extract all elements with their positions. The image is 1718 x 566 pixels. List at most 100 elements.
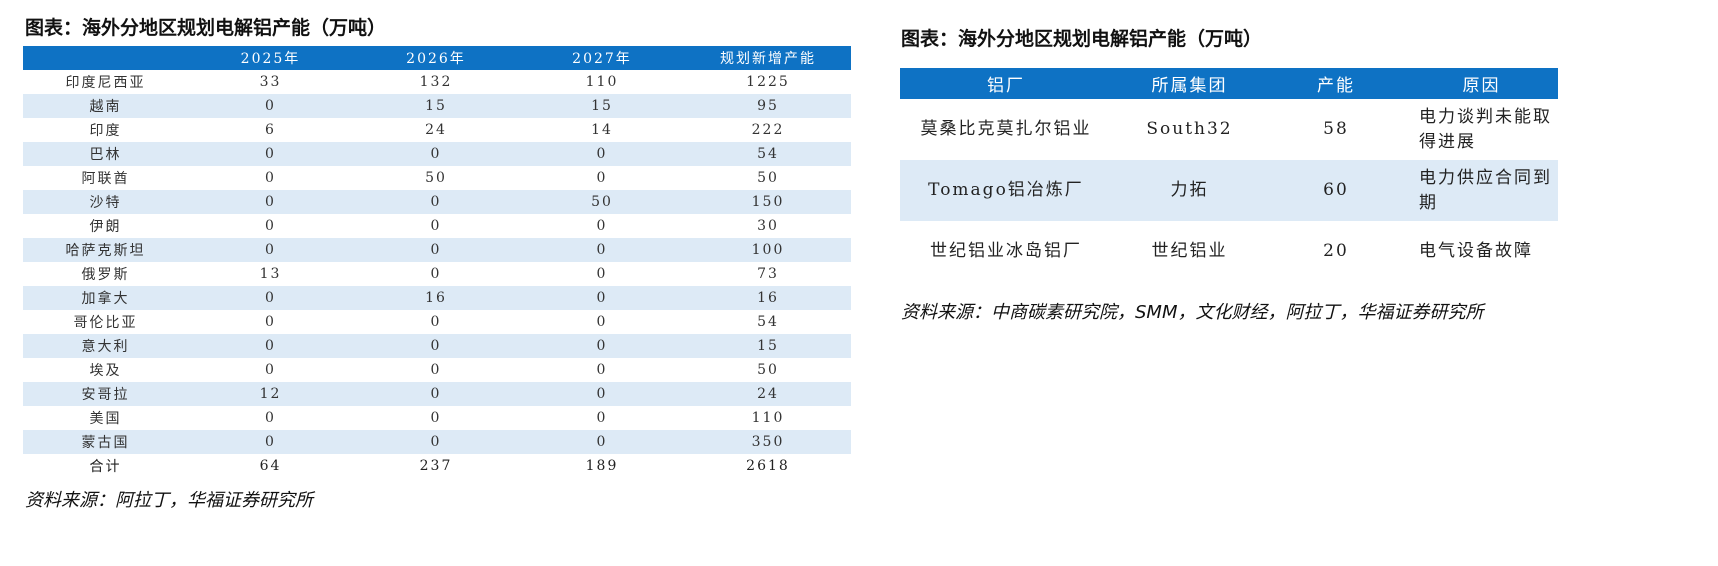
value-2027-cell: 50 [519,190,685,214]
region-cell: 俄罗斯 [23,262,188,286]
value-2025-cell: 0 [188,310,353,334]
planned-new-capacity-cell: 54 [685,142,851,166]
planned-new-capacity-cell: 54 [685,310,851,334]
total-planned-new-capacity-cell: 2618 [685,454,851,478]
column-header-planned-new-capacity: 规划新增产能 [685,46,851,70]
value-2026-cell: 24 [353,118,519,142]
region-cell: 埃及 [23,358,188,382]
region-cell: 哈萨克斯坦 [23,238,188,262]
group-cell: 世纪铝业 [1112,221,1267,282]
region-cell: 印度 [23,118,188,142]
planned-new-capacity-cell: 150 [685,190,851,214]
value-2026-cell: 50 [353,166,519,190]
capacity-cell: 60 [1267,160,1405,221]
value-2025-cell: 0 [188,358,353,382]
capacity-cell: 20 [1267,221,1405,282]
table-row: 阿联酋 0 50 0 50 [23,166,851,190]
region-cell: 美国 [23,406,188,430]
planned-new-capacity-cell: 95 [685,94,851,118]
value-2027-cell: 0 [519,310,685,334]
region-cell: 巴林 [23,142,188,166]
column-header-2025: 2025年 [188,46,353,70]
value-2026-cell: 0 [353,190,519,214]
table-row: 蒙古国 0 0 0 350 [23,430,851,454]
planned-new-capacity-cell: 1225 [685,70,851,94]
group-cell: 力拓 [1112,160,1267,221]
value-2027-cell: 0 [519,406,685,430]
planned-new-capacity-cell: 30 [685,214,851,238]
region-cell: 蒙古国 [23,430,188,454]
table-row: 莫桑比克莫扎尔铝业 South32 58 电力谈判未能取得进展 [900,99,1558,160]
value-2027-cell: 14 [519,118,685,142]
region-cell: 加拿大 [23,286,188,310]
region-cell: 意大利 [23,334,188,358]
value-2027-cell: 0 [519,214,685,238]
total-value-2026-cell: 237 [353,454,519,478]
table-row: 埃及 0 0 0 50 [23,358,851,382]
smelter-cuts-table: 铝厂 所属集团 产能 原因 莫桑比克莫扎尔铝业 South32 58 电力谈判未能取得… [900,68,1558,282]
value-2026-cell: 0 [353,406,519,430]
table-row: 美国 0 0 0 110 [23,406,851,430]
value-2025-cell: 0 [188,238,353,262]
value-2026-cell: 132 [353,70,519,94]
value-2027-cell: 0 [519,166,685,190]
value-2027-cell: 0 [519,334,685,358]
value-2026-cell: 0 [353,238,519,262]
region-cell: 阿联酋 [23,166,188,190]
total-value-2025-cell: 64 [188,454,353,478]
column-header-2027: 2027年 [519,46,685,70]
left-source-note: 资料来源：阿拉丁，华福证券研究所 [25,490,313,511]
total-row: 合计 64 237 189 2618 [23,454,851,478]
reason-cell: 电气设备故障 [1405,221,1558,282]
planned-new-capacity-cell: 24 [685,382,851,406]
table-row: 沙特 0 0 50 150 [23,190,851,214]
value-2025-cell: 0 [188,430,353,454]
planned-new-capacity-cell: 222 [685,118,851,142]
value-2025-cell: 13 [188,262,353,286]
region-cell: 哥伦比亚 [23,310,188,334]
table-row: 哈萨克斯坦 0 0 0 100 [23,238,851,262]
region-cell: 沙特 [23,190,188,214]
value-2025-cell: 0 [188,94,353,118]
table-header-row: 2025年 2026年 2027年 规划新增产能 [23,46,851,70]
region-cell: 印度尼西亚 [23,70,188,94]
value-2026-cell: 0 [353,430,519,454]
right-source-note: 资料来源：中商碳素研究院，SMM，文化财经，阿拉丁，华福证券研究所 [901,302,1484,323]
planned-new-capacity-cell: 350 [685,430,851,454]
planned-new-capacity-cell: 73 [685,262,851,286]
smelter-cell: 莫桑比克莫扎尔铝业 [900,99,1112,160]
value-2026-cell: 0 [353,382,519,406]
regional-capacity-table: 2025年 2026年 2027年 规划新增产能 印度尼西亚 33 132 110 12… [23,46,851,478]
value-2026-cell: 0 [353,310,519,334]
table-header-row: 铝厂 所属集团 产能 原因 [900,68,1558,99]
value-2025-cell: 0 [188,142,353,166]
table-row: 印度 6 24 14 222 [23,118,851,142]
value-2027-cell: 0 [519,286,685,310]
column-header-2026: 2026年 [353,46,519,70]
capacity-cell: 58 [1267,99,1405,160]
right-table-title: 图表：海外分地区规划电解铝产能（万吨） [901,28,1263,50]
value-2026-cell: 15 [353,94,519,118]
table-row: 伊朗 0 0 0 30 [23,214,851,238]
value-2026-cell: 0 [353,334,519,358]
value-2025-cell: 12 [188,382,353,406]
table-row: 世纪铝业冰岛铝厂 世纪铝业 20 电气设备故障 [900,221,1558,282]
table-row: 安哥拉 12 0 0 24 [23,382,851,406]
total-label: 合计 [23,454,188,478]
reason-cell: 电力谈判未能取得进展 [1405,99,1558,160]
column-header-reason: 原因 [1405,68,1558,99]
smelter-cell: Tomago铝冶炼厂 [900,160,1112,221]
column-header-smelter: 铝厂 [900,68,1112,99]
planned-new-capacity-cell: 50 [685,166,851,190]
value-2026-cell: 0 [353,358,519,382]
value-2027-cell: 0 [519,142,685,166]
value-2025-cell: 0 [188,190,353,214]
left-table-title: 图表：海外分地区规划电解铝产能（万吨） [25,17,387,39]
table-row: 俄罗斯 13 0 0 73 [23,262,851,286]
planned-new-capacity-cell: 100 [685,238,851,262]
smelter-cell: 世纪铝业冰岛铝厂 [900,221,1112,282]
planned-new-capacity-cell: 110 [685,406,851,430]
value-2027-cell: 110 [519,70,685,94]
column-header-group: 所属集团 [1112,68,1267,99]
value-2025-cell: 6 [188,118,353,142]
